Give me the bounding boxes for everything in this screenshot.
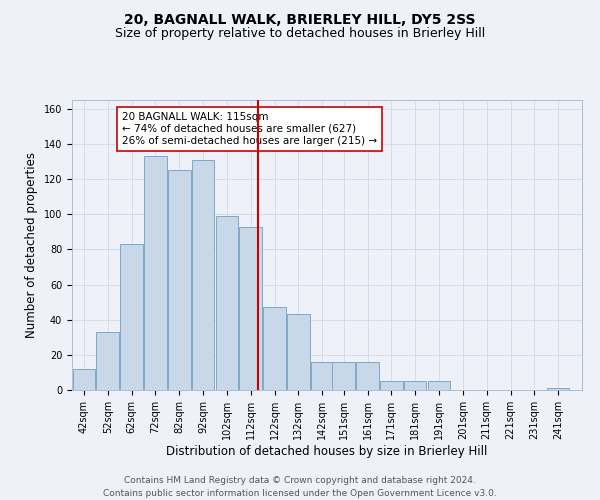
Bar xyxy=(73,369,95,390)
Bar xyxy=(428,381,451,390)
Bar xyxy=(215,216,238,390)
X-axis label: Distribution of detached houses by size in Brierley Hill: Distribution of detached houses by size … xyxy=(166,444,488,458)
Bar xyxy=(287,314,310,390)
Bar xyxy=(356,362,379,390)
Text: 20, BAGNALL WALK, BRIERLEY HILL, DY5 2SS: 20, BAGNALL WALK, BRIERLEY HILL, DY5 2SS xyxy=(124,12,476,26)
Bar xyxy=(404,381,427,390)
Bar xyxy=(120,244,143,390)
Text: Size of property relative to detached houses in Brierley Hill: Size of property relative to detached ho… xyxy=(115,28,485,40)
Bar xyxy=(332,362,355,390)
Y-axis label: Number of detached properties: Number of detached properties xyxy=(25,152,38,338)
Bar xyxy=(380,381,403,390)
Bar xyxy=(144,156,167,390)
Bar xyxy=(547,388,569,390)
Text: Contains HM Land Registry data © Crown copyright and database right 2024.
Contai: Contains HM Land Registry data © Crown c… xyxy=(103,476,497,498)
Bar xyxy=(239,226,262,390)
Bar xyxy=(97,332,119,390)
Bar xyxy=(311,362,334,390)
Bar xyxy=(263,308,286,390)
Bar xyxy=(192,160,214,390)
Bar xyxy=(168,170,191,390)
Text: 20 BAGNALL WALK: 115sqm
← 74% of detached houses are smaller (627)
26% of semi-d: 20 BAGNALL WALK: 115sqm ← 74% of detache… xyxy=(122,112,377,146)
